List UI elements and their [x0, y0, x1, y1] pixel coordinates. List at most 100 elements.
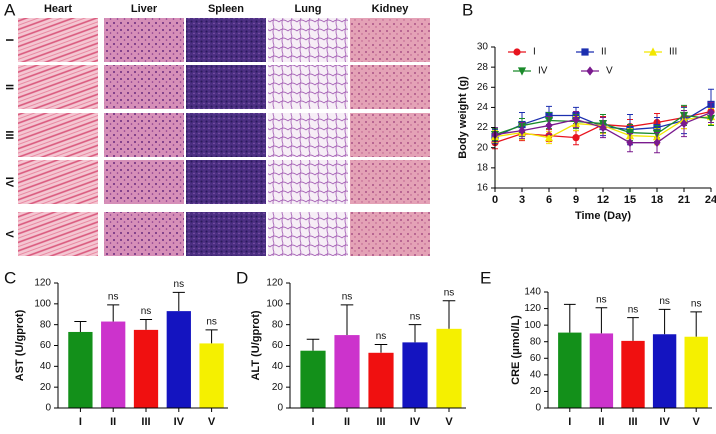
legend-label: II — [601, 47, 607, 58]
significance-label: ns — [174, 279, 185, 290]
y-tick-label: 80 — [272, 319, 284, 330]
significance-label: ns — [596, 294, 607, 305]
panel-label: E — [480, 268, 491, 287]
tissue-image — [18, 18, 98, 62]
marker — [680, 118, 688, 129]
y-tick-label: 20 — [40, 382, 52, 393]
tissue-image — [350, 113, 430, 157]
bar — [589, 333, 614, 408]
x-tick-label: 12 — [597, 194, 609, 206]
legend-marker — [586, 66, 594, 76]
legend-label: V — [606, 66, 613, 77]
row-label: II — [3, 84, 15, 90]
marker — [518, 125, 526, 136]
y-tick-label: 16 — [477, 183, 489, 194]
y-tick-label: 18 — [477, 162, 489, 173]
bar — [199, 343, 224, 408]
y-tick-label: 100 — [34, 298, 51, 309]
error-bar — [340, 304, 354, 336]
tissue-image — [268, 160, 348, 204]
tissue-image — [18, 65, 98, 109]
legend-label: III — [669, 47, 677, 58]
panel-label: B — [462, 0, 473, 19]
error-bar — [306, 338, 320, 351]
tissue-image — [350, 65, 430, 109]
y-tick-label: 40 — [272, 361, 284, 372]
error-bar — [690, 311, 703, 337]
significance-label: ns — [141, 306, 152, 317]
x-tick-label: V — [693, 416, 701, 428]
error-bar — [205, 329, 218, 344]
tissue-image — [186, 18, 266, 62]
x-tick-label: 0 — [492, 194, 498, 206]
tissue-image — [186, 65, 266, 109]
histology-panel: A — [4, 0, 16, 19]
y-tick-label: 30 — [477, 42, 489, 53]
y-tick-label: 20 — [272, 382, 284, 393]
x-tick-label: 15 — [624, 194, 636, 206]
x-tick-label: III — [376, 416, 385, 428]
y-tick-label: 22 — [477, 122, 489, 133]
marker — [707, 107, 715, 118]
y-tick-label: 60 — [272, 340, 284, 351]
row-label: I — [3, 38, 15, 41]
legend-marker — [581, 48, 589, 56]
y-tick-label: 80 — [530, 336, 542, 347]
significance-label: ns — [108, 292, 119, 303]
x-tick-label: V — [445, 416, 453, 428]
y-tick-label: 40 — [40, 361, 52, 372]
tissue-image — [268, 212, 348, 256]
significance-label: ns — [659, 296, 670, 307]
tissue-image — [18, 113, 98, 157]
marker — [545, 120, 553, 131]
significance-label: ns — [444, 287, 455, 298]
legend-label: IV — [538, 66, 548, 77]
x-tick-label: V — [208, 416, 216, 428]
error-bar — [627, 317, 639, 341]
significance-label: ns — [342, 292, 353, 303]
bar — [101, 321, 126, 408]
x-axis-label: Time (Day) — [575, 210, 631, 222]
x-tick-label: IV — [410, 416, 421, 428]
x-tick-label: IV — [174, 416, 185, 428]
tissue-image — [186, 160, 266, 204]
x-tick-label: I — [311, 416, 314, 428]
error-bar — [563, 303, 576, 333]
x-tick-label: 9 — [573, 194, 579, 206]
column-label: Liver — [131, 3, 158, 15]
bar — [300, 350, 326, 408]
y-tick-label: 40 — [530, 369, 542, 380]
tissue-image — [186, 212, 266, 256]
significance-label: ns — [376, 331, 387, 342]
tissue-image — [104, 18, 184, 62]
tissue-image — [268, 18, 348, 62]
row-label: V — [3, 230, 15, 238]
y-tick-label: 20 — [530, 386, 542, 397]
column-label: Heart — [44, 3, 72, 15]
y-tick-label: 120 — [524, 303, 541, 314]
marker — [653, 138, 661, 148]
marker — [544, 133, 554, 142]
y-tick-label: 0 — [45, 403, 51, 414]
x-tick-label: III — [141, 416, 150, 428]
x-tick-label: I — [568, 416, 571, 428]
y-tick-label: 80 — [40, 319, 52, 330]
bar — [402, 342, 428, 408]
y-tick-label: 20 — [477, 142, 489, 153]
marker — [626, 138, 634, 148]
marker — [572, 134, 580, 142]
x-tick-label: 24 — [705, 194, 716, 206]
bar — [68, 331, 93, 408]
bar — [436, 328, 462, 408]
legend-label: I — [533, 47, 536, 58]
panel-label: C — [4, 268, 16, 287]
tissue-image — [104, 160, 184, 204]
x-tick-label: 18 — [651, 194, 663, 206]
y-tick-label: 0 — [535, 403, 541, 414]
x-tick-label: II — [344, 416, 350, 428]
y-axis-label: CRE (μmol/L) — [510, 315, 522, 385]
marker — [572, 114, 580, 125]
bar — [166, 311, 191, 408]
error-bar — [374, 343, 388, 353]
